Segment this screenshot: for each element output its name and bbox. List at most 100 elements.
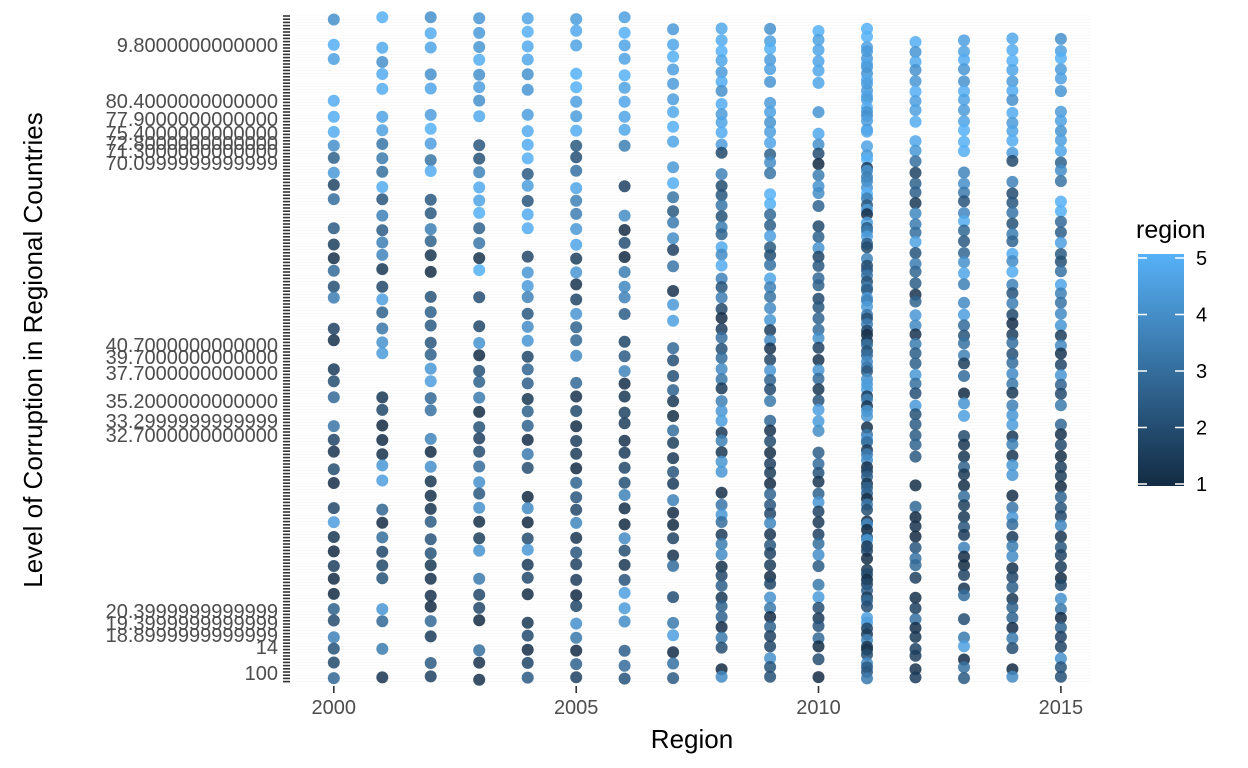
data-point [327,252,340,265]
data-point [812,528,825,541]
data-point [667,177,680,190]
data-point [424,290,437,303]
data-point [327,391,340,404]
data-point [424,657,437,669]
data-point [909,85,922,98]
data-point [376,293,389,306]
data-point [812,505,825,518]
data-point [473,206,486,219]
data-point [521,334,534,347]
data-point [1054,265,1067,278]
data-point [327,672,340,685]
data-point [764,125,777,138]
data-point [376,671,389,684]
data-point [958,468,970,481]
data-point [812,301,825,314]
y-tick-label: 18.8999999999999 [106,625,278,647]
data-point [376,434,389,446]
data-point [1006,518,1019,531]
data-point [376,138,389,150]
data-point [327,178,340,191]
data-point [667,559,680,572]
data-point [909,347,922,360]
data-point [958,124,970,137]
data-point [958,296,970,309]
data-point [376,545,389,558]
data-point [473,53,486,66]
data-point [667,298,680,311]
data-point [376,419,389,432]
data-point [764,290,777,303]
data-point [764,547,777,560]
data-point [715,331,728,344]
data-point [958,145,970,158]
data-point [715,414,728,427]
data-point [764,602,777,614]
data-point [473,656,486,669]
data-point [1006,328,1019,341]
data-point [570,491,583,504]
data-point [1006,571,1019,584]
data-point [958,85,970,98]
data-point [909,479,922,492]
data-point [1006,187,1019,200]
data-point [473,445,486,458]
data-point [715,434,728,447]
data-point [764,435,777,448]
data-point [812,383,825,396]
data-point [667,395,680,408]
data-point [715,189,728,202]
data-point [570,376,583,389]
data-point [958,319,970,332]
data-point [376,322,389,335]
color-legend: region 1 2 3 4 5 [1136,216,1207,496]
data-point [958,559,970,572]
data-point [521,502,534,515]
data-point [1006,125,1019,137]
data-point [861,241,873,254]
data-point [327,322,340,335]
data-point [570,531,583,544]
data-point [376,181,389,193]
data-point [812,591,825,604]
y-tick-label: 32.7000000000000 [106,425,278,447]
data-point [327,193,340,206]
y-tick-label: 72.8000000000000 [106,133,278,155]
y-tick-label: 70.0999999999999 [106,153,278,175]
data-point [521,350,534,363]
data-point [521,250,534,263]
data-point [667,135,680,148]
data-point [1006,562,1019,575]
data-point [618,417,631,430]
data-point [1054,630,1067,643]
data-point [958,499,970,512]
data-point [909,226,922,239]
data-point [327,222,340,235]
data-point [667,205,680,218]
data-point [1054,592,1067,605]
data-point [521,419,534,432]
data-point [958,672,970,685]
data-point [715,363,728,375]
data-point [1006,255,1019,268]
data-point [909,357,922,370]
data-point [327,53,340,65]
data-point [715,259,728,272]
data-point [424,515,437,528]
data-point [715,382,728,395]
data-point [715,670,728,683]
data-point [327,363,340,376]
data-point [424,122,437,135]
data-point [1006,581,1019,594]
data-point [1054,236,1067,249]
data-point [521,168,534,180]
data-point [521,152,534,165]
data-point [618,224,631,236]
data-point [958,247,970,259]
data-point [618,615,631,628]
y-tick-label: 9.8000000000000 [117,35,278,57]
data-point [570,81,583,94]
data-point [1006,611,1019,624]
data-point [909,520,922,533]
data-point [570,420,583,433]
